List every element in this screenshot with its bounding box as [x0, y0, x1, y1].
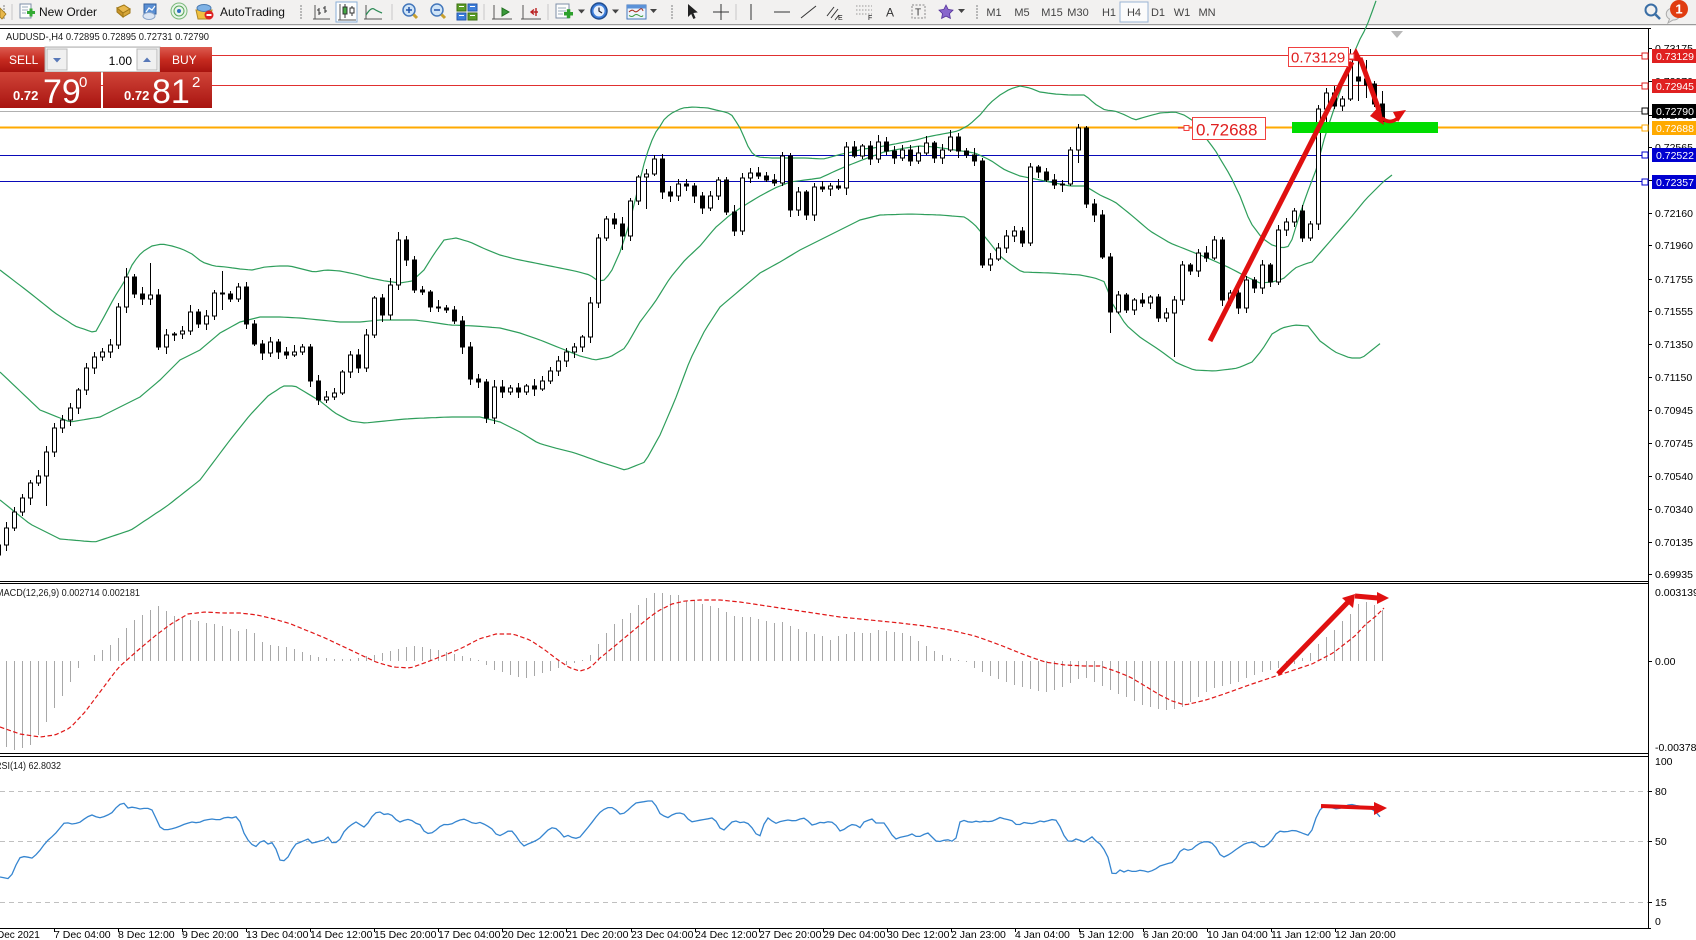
svg-text:W1: W1	[1174, 7, 1191, 19]
svg-text:9 Dec 20:00: 9 Dec 20:00	[182, 929, 239, 940]
svg-text:24 Dec 12:00: 24 Dec 12:00	[695, 929, 758, 940]
svg-text:0.70945: 0.70945	[1655, 405, 1693, 417]
svg-text:0.72357: 0.72357	[1656, 177, 1694, 189]
svg-text:2 Jan 23:00: 2 Jan 23:00	[951, 929, 1006, 940]
svg-text:0.72522: 0.72522	[1656, 150, 1694, 162]
svg-text:MN: MN	[1198, 7, 1215, 19]
svg-text:0.71350: 0.71350	[1655, 339, 1693, 351]
svg-text:11 Jan 12:00: 11 Jan 12:00	[1271, 929, 1331, 940]
svg-text:0.72945: 0.72945	[1656, 81, 1694, 93]
svg-text:1: 1	[1675, 2, 1682, 17]
svg-text:M1: M1	[986, 7, 1001, 19]
svg-text:0.71555: 0.71555	[1655, 306, 1693, 318]
svg-text:0.00: 0.00	[1655, 656, 1676, 668]
svg-text:0.003139: 0.003139	[1655, 587, 1696, 599]
svg-text:30 Dec 12:00: 30 Dec 12:00	[887, 929, 950, 940]
svg-text:SELL: SELL	[9, 53, 39, 67]
svg-text:H1: H1	[1102, 7, 1116, 19]
svg-text:0.71150: 0.71150	[1655, 372, 1692, 384]
svg-text:14 Dec 12:00: 14 Dec 12:00	[310, 929, 373, 940]
svg-text:MACD(12,26,9) 0.002714 0.00218: MACD(12,26,9) 0.002714 0.002181	[0, 588, 140, 599]
svg-text:0.70540: 0.70540	[1655, 471, 1693, 483]
svg-text:15 Dec 20:00: 15 Dec 20:00	[374, 929, 437, 940]
svg-text:21 Dec 20:00: 21 Dec 20:00	[566, 929, 629, 940]
svg-text:20 Dec 12:00: 20 Dec 12:00	[502, 929, 565, 940]
svg-text:0.73129: 0.73129	[1656, 51, 1694, 63]
svg-text:0.73129: 0.73129	[1291, 50, 1345, 67]
svg-text:M30: M30	[1067, 7, 1088, 19]
svg-text:New Order: New Order	[39, 5, 97, 19]
svg-text:D1: D1	[1151, 7, 1165, 19]
svg-text:4 Jan 04:00: 4 Jan 04:00	[1015, 929, 1070, 940]
svg-text:Dec 2021: Dec 2021	[0, 930, 40, 940]
svg-text:0: 0	[79, 74, 87, 91]
svg-text:AUDUSD-,H4 0.72895 0.72895 0.: AUDUSD-,H4 0.72895 0.72895 0.72731 0.727…	[6, 31, 209, 43]
svg-text:15: 15	[1655, 897, 1667, 909]
svg-text:13 Dec 04:00: 13 Dec 04:00	[246, 929, 309, 940]
svg-text:80: 80	[1655, 786, 1667, 798]
svg-text:BUY: BUY	[172, 53, 197, 67]
svg-text:1.00: 1.00	[109, 54, 133, 68]
svg-text:100: 100	[1655, 756, 1673, 768]
svg-text:8 Dec 12:00: 8 Dec 12:00	[118, 929, 175, 940]
svg-text:0.72: 0.72	[13, 88, 38, 103]
svg-text:RSI(14) 62.8032: RSI(14) 62.8032	[0, 761, 61, 772]
svg-text:12 Jan 20:00: 12 Jan 20:00	[1335, 929, 1396, 940]
svg-text:23 Dec 04:00: 23 Dec 04:00	[631, 929, 694, 940]
svg-text:50: 50	[1655, 836, 1667, 848]
svg-text:5 Jan 12:00: 5 Jan 12:00	[1079, 929, 1134, 940]
svg-text:0.70745: 0.70745	[1655, 438, 1693, 450]
svg-text:29 Dec 04:00: 29 Dec 04:00	[823, 929, 886, 940]
svg-text:M5: M5	[1014, 7, 1029, 19]
svg-text:0.71755: 0.71755	[1655, 274, 1693, 286]
svg-text:AutoTrading: AutoTrading	[220, 5, 285, 19]
svg-text:2: 2	[192, 74, 200, 91]
svg-text:A: A	[886, 6, 894, 20]
svg-text:81: 81	[152, 73, 190, 111]
svg-text:0: 0	[1655, 916, 1661, 928]
svg-text:10 Jan 04:00: 10 Jan 04:00	[1207, 929, 1268, 940]
svg-text:0.72688: 0.72688	[1196, 121, 1257, 140]
svg-text:0.72688: 0.72688	[1656, 123, 1694, 135]
svg-text:0.72790: 0.72790	[1656, 106, 1694, 118]
svg-text:27 Dec 20:00: 27 Dec 20:00	[759, 929, 822, 940]
svg-text:0.72160: 0.72160	[1655, 208, 1693, 220]
svg-text:0.69935: 0.69935	[1655, 569, 1693, 581]
svg-text:0.70135: 0.70135	[1655, 537, 1693, 549]
svg-text:T: T	[915, 8, 921, 19]
svg-text:6 Jan 20:00: 6 Jan 20:00	[1143, 929, 1198, 940]
svg-text:0.70340: 0.70340	[1655, 504, 1693, 516]
svg-text:F: F	[868, 15, 872, 22]
svg-text:-0.003786: -0.003786	[1655, 742, 1696, 754]
svg-text:0.72: 0.72	[124, 88, 149, 103]
svg-text:E: E	[838, 15, 843, 22]
svg-text:0.71960: 0.71960	[1655, 240, 1693, 252]
svg-text:M15: M15	[1041, 7, 1062, 19]
svg-text:79: 79	[43, 73, 81, 111]
svg-text:17 Dec 04:00: 17 Dec 04:00	[438, 929, 501, 940]
svg-text:7 Dec 04:00: 7 Dec 04:00	[54, 929, 111, 940]
svg-text:H4: H4	[1127, 7, 1141, 19]
